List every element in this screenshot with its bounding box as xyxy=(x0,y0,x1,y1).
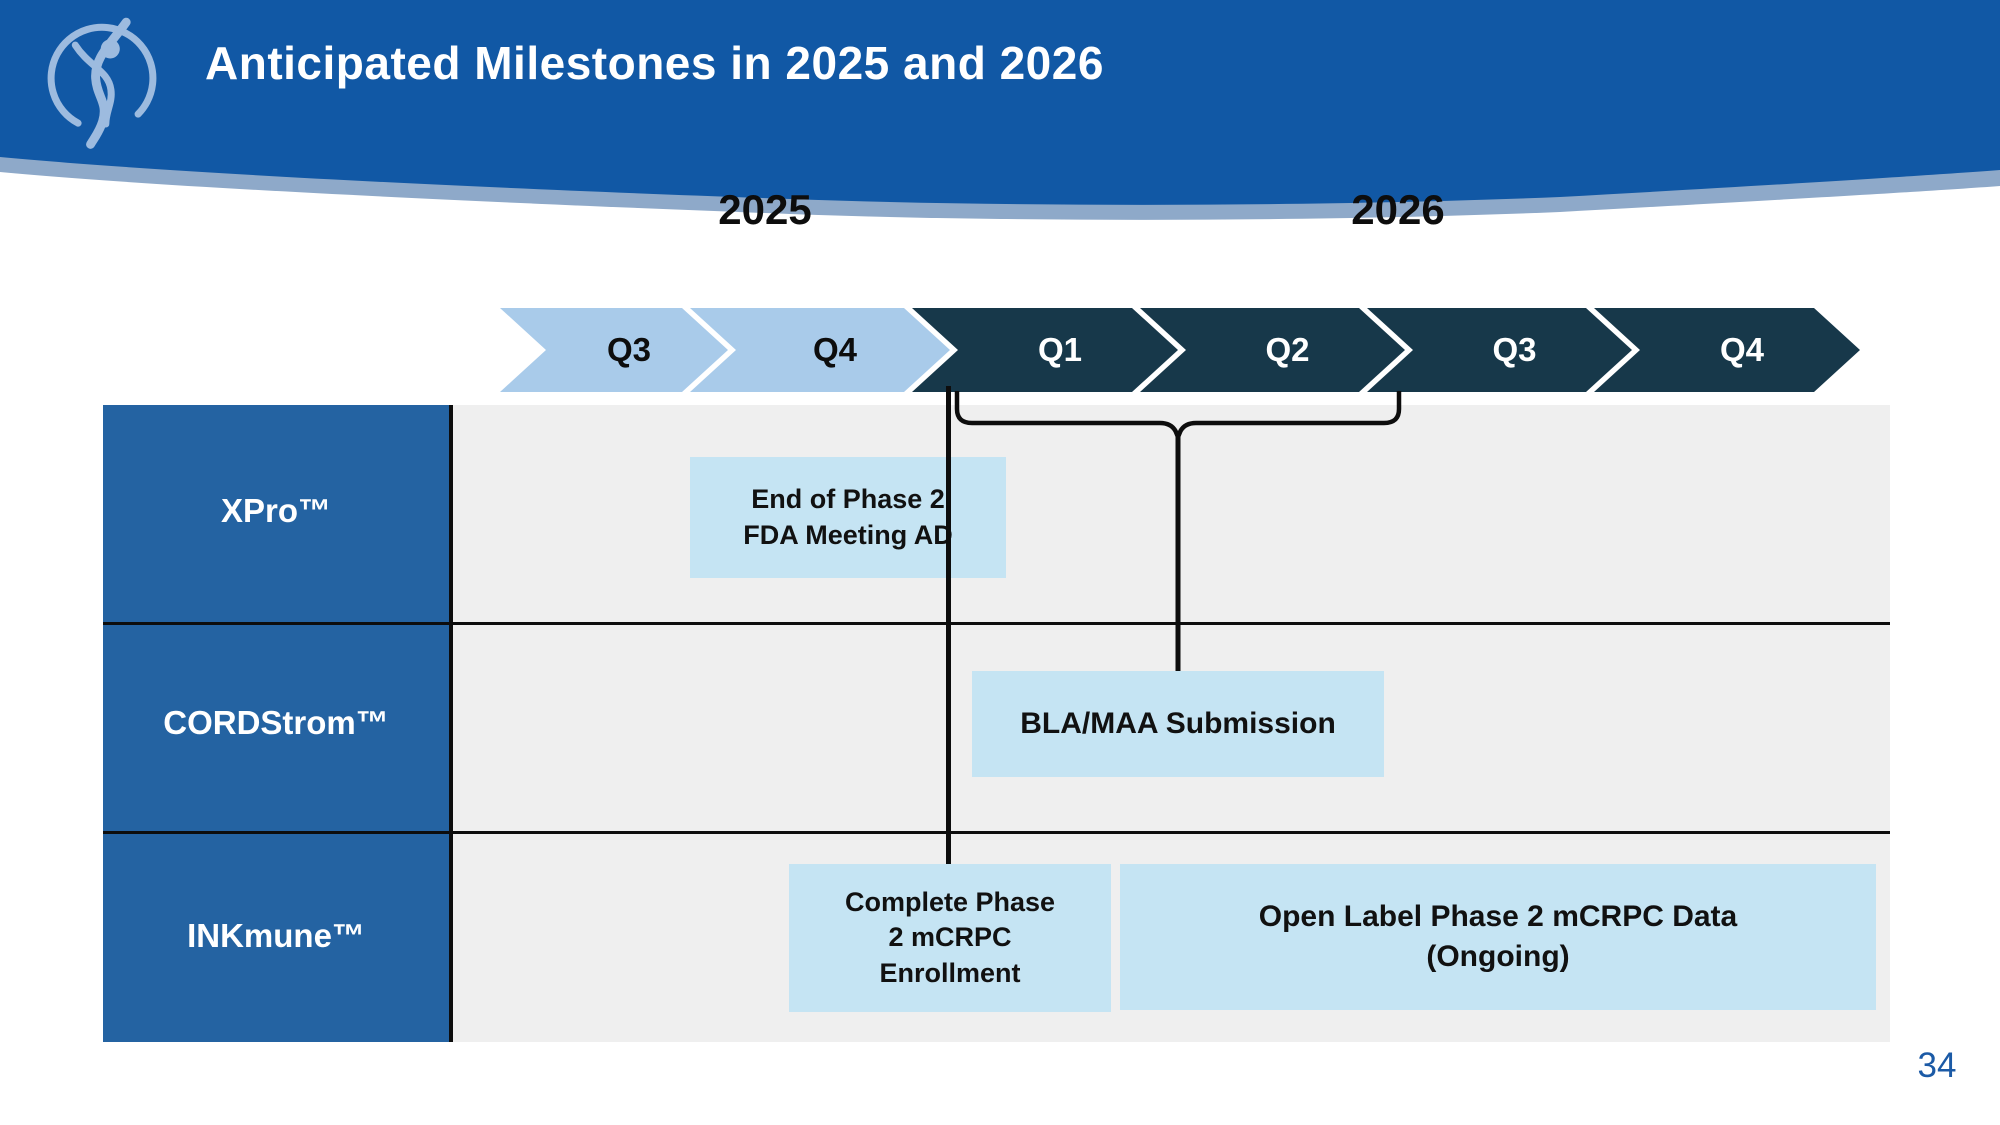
quarter-label: Q3 xyxy=(606,331,652,368)
quarter-chevron-q4-2025: Q4 xyxy=(690,308,950,392)
milestone-text-line: (Ongoing) xyxy=(1426,940,1570,973)
milestone-open-label-phase2-mcrpc-data: Open Label Phase 2 mCRPC Data (Ongoing) xyxy=(1120,864,1876,1010)
program-label-cordstrom: CORDStrom™ xyxy=(163,704,389,742)
grid-line-row-divider-2 xyxy=(103,831,1890,834)
quarter-chevron-q4-2026: Q4 xyxy=(1594,308,1860,392)
quarter-chevron-q3-2026: Q3 xyxy=(1367,308,1632,392)
header-blue-shape xyxy=(0,0,2000,205)
program-label-xpro: XPro™ xyxy=(220,492,332,530)
quarter-label: Q3 xyxy=(1492,331,1537,368)
slide-title: Anticipated Milestones in 2025 and 2026 xyxy=(205,37,1104,89)
milestone-text-line: Open Label Phase 2 mCRPC Data xyxy=(1258,900,1738,934)
header-banner xyxy=(0,0,2000,220)
page-number: 34 xyxy=(1917,1046,1957,1085)
milestone-end-of-phase2-fda-meeting: End of Phase 2 FDA Meeting AD xyxy=(690,457,1006,578)
year-label-2025: 2025 xyxy=(718,186,812,233)
quarter-label: Q4 xyxy=(812,331,858,368)
logo-head xyxy=(100,39,120,59)
quarter-label: Q1 xyxy=(1037,331,1083,368)
quarter-label: Q4 xyxy=(1719,331,1765,368)
program-label-inkmune: INKmune™ xyxy=(187,916,365,954)
milestone-text-line: BLA/MAA Submission xyxy=(1020,707,1336,741)
grid-line-row-divider-1 xyxy=(103,622,1890,625)
milestone-text-line: FDA Meeting AD xyxy=(743,519,953,550)
quarter-chevron-q1-2026: Q1 xyxy=(912,308,1178,392)
year-label-2026: 2026 xyxy=(1351,186,1445,233)
milestone-text-line: Enrollment xyxy=(879,957,1021,988)
quarter-chevron-q3-2025: Q3 xyxy=(500,308,728,392)
program-column: XPro™ CORDStrom™ INKmune™ xyxy=(103,405,449,1042)
milestone-bla-maa-submission: BLA/MAA Submission xyxy=(972,671,1384,777)
quarter-label: Q2 xyxy=(1265,331,1310,368)
quarter-chevron-q2-2026: Q2 xyxy=(1140,308,1405,392)
logo-arm-swoosh xyxy=(71,41,115,128)
company-logo-icon xyxy=(47,17,157,149)
milestone-complete-phase2-mcrpc-enrollment: Complete Phase 2 mCRPC Enrollment xyxy=(789,864,1111,1012)
grid-line-vertical xyxy=(449,405,453,1042)
milestone-text-line: Complete Phase xyxy=(844,886,1056,917)
logo-circle xyxy=(47,23,157,133)
milestone-text-line: End of Phase 2 xyxy=(751,483,945,514)
milestone-text-line: 2 mCRPC xyxy=(888,922,1012,953)
